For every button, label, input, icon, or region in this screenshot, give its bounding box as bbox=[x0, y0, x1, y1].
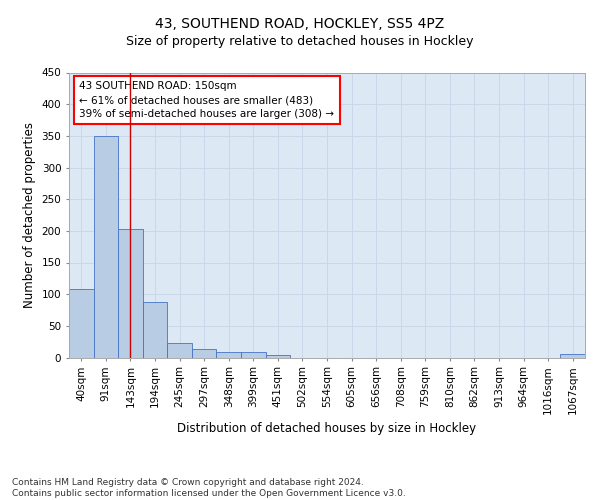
Text: 43 SOUTHEND ROAD: 150sqm
← 61% of detached houses are smaller (483)
39% of semi-: 43 SOUTHEND ROAD: 150sqm ← 61% of detach… bbox=[79, 81, 334, 119]
Bar bbox=[167, 343, 192, 357]
Y-axis label: Number of detached properties: Number of detached properties bbox=[23, 122, 36, 308]
Bar bbox=[241, 352, 266, 358]
Bar bbox=[69, 289, 94, 358]
Text: Contains HM Land Registry data © Crown copyright and database right 2024.
Contai: Contains HM Land Registry data © Crown c… bbox=[12, 478, 406, 498]
Bar bbox=[94, 136, 118, 358]
Bar bbox=[217, 352, 241, 358]
X-axis label: Distribution of detached houses by size in Hockley: Distribution of detached houses by size … bbox=[178, 422, 476, 435]
Bar bbox=[143, 302, 167, 358]
Bar bbox=[118, 229, 143, 358]
Text: 43, SOUTHEND ROAD, HOCKLEY, SS5 4PZ: 43, SOUTHEND ROAD, HOCKLEY, SS5 4PZ bbox=[155, 18, 445, 32]
Bar bbox=[266, 355, 290, 358]
Text: Size of property relative to detached houses in Hockley: Size of property relative to detached ho… bbox=[126, 35, 474, 48]
Bar bbox=[192, 348, 217, 358]
Bar bbox=[560, 354, 585, 358]
